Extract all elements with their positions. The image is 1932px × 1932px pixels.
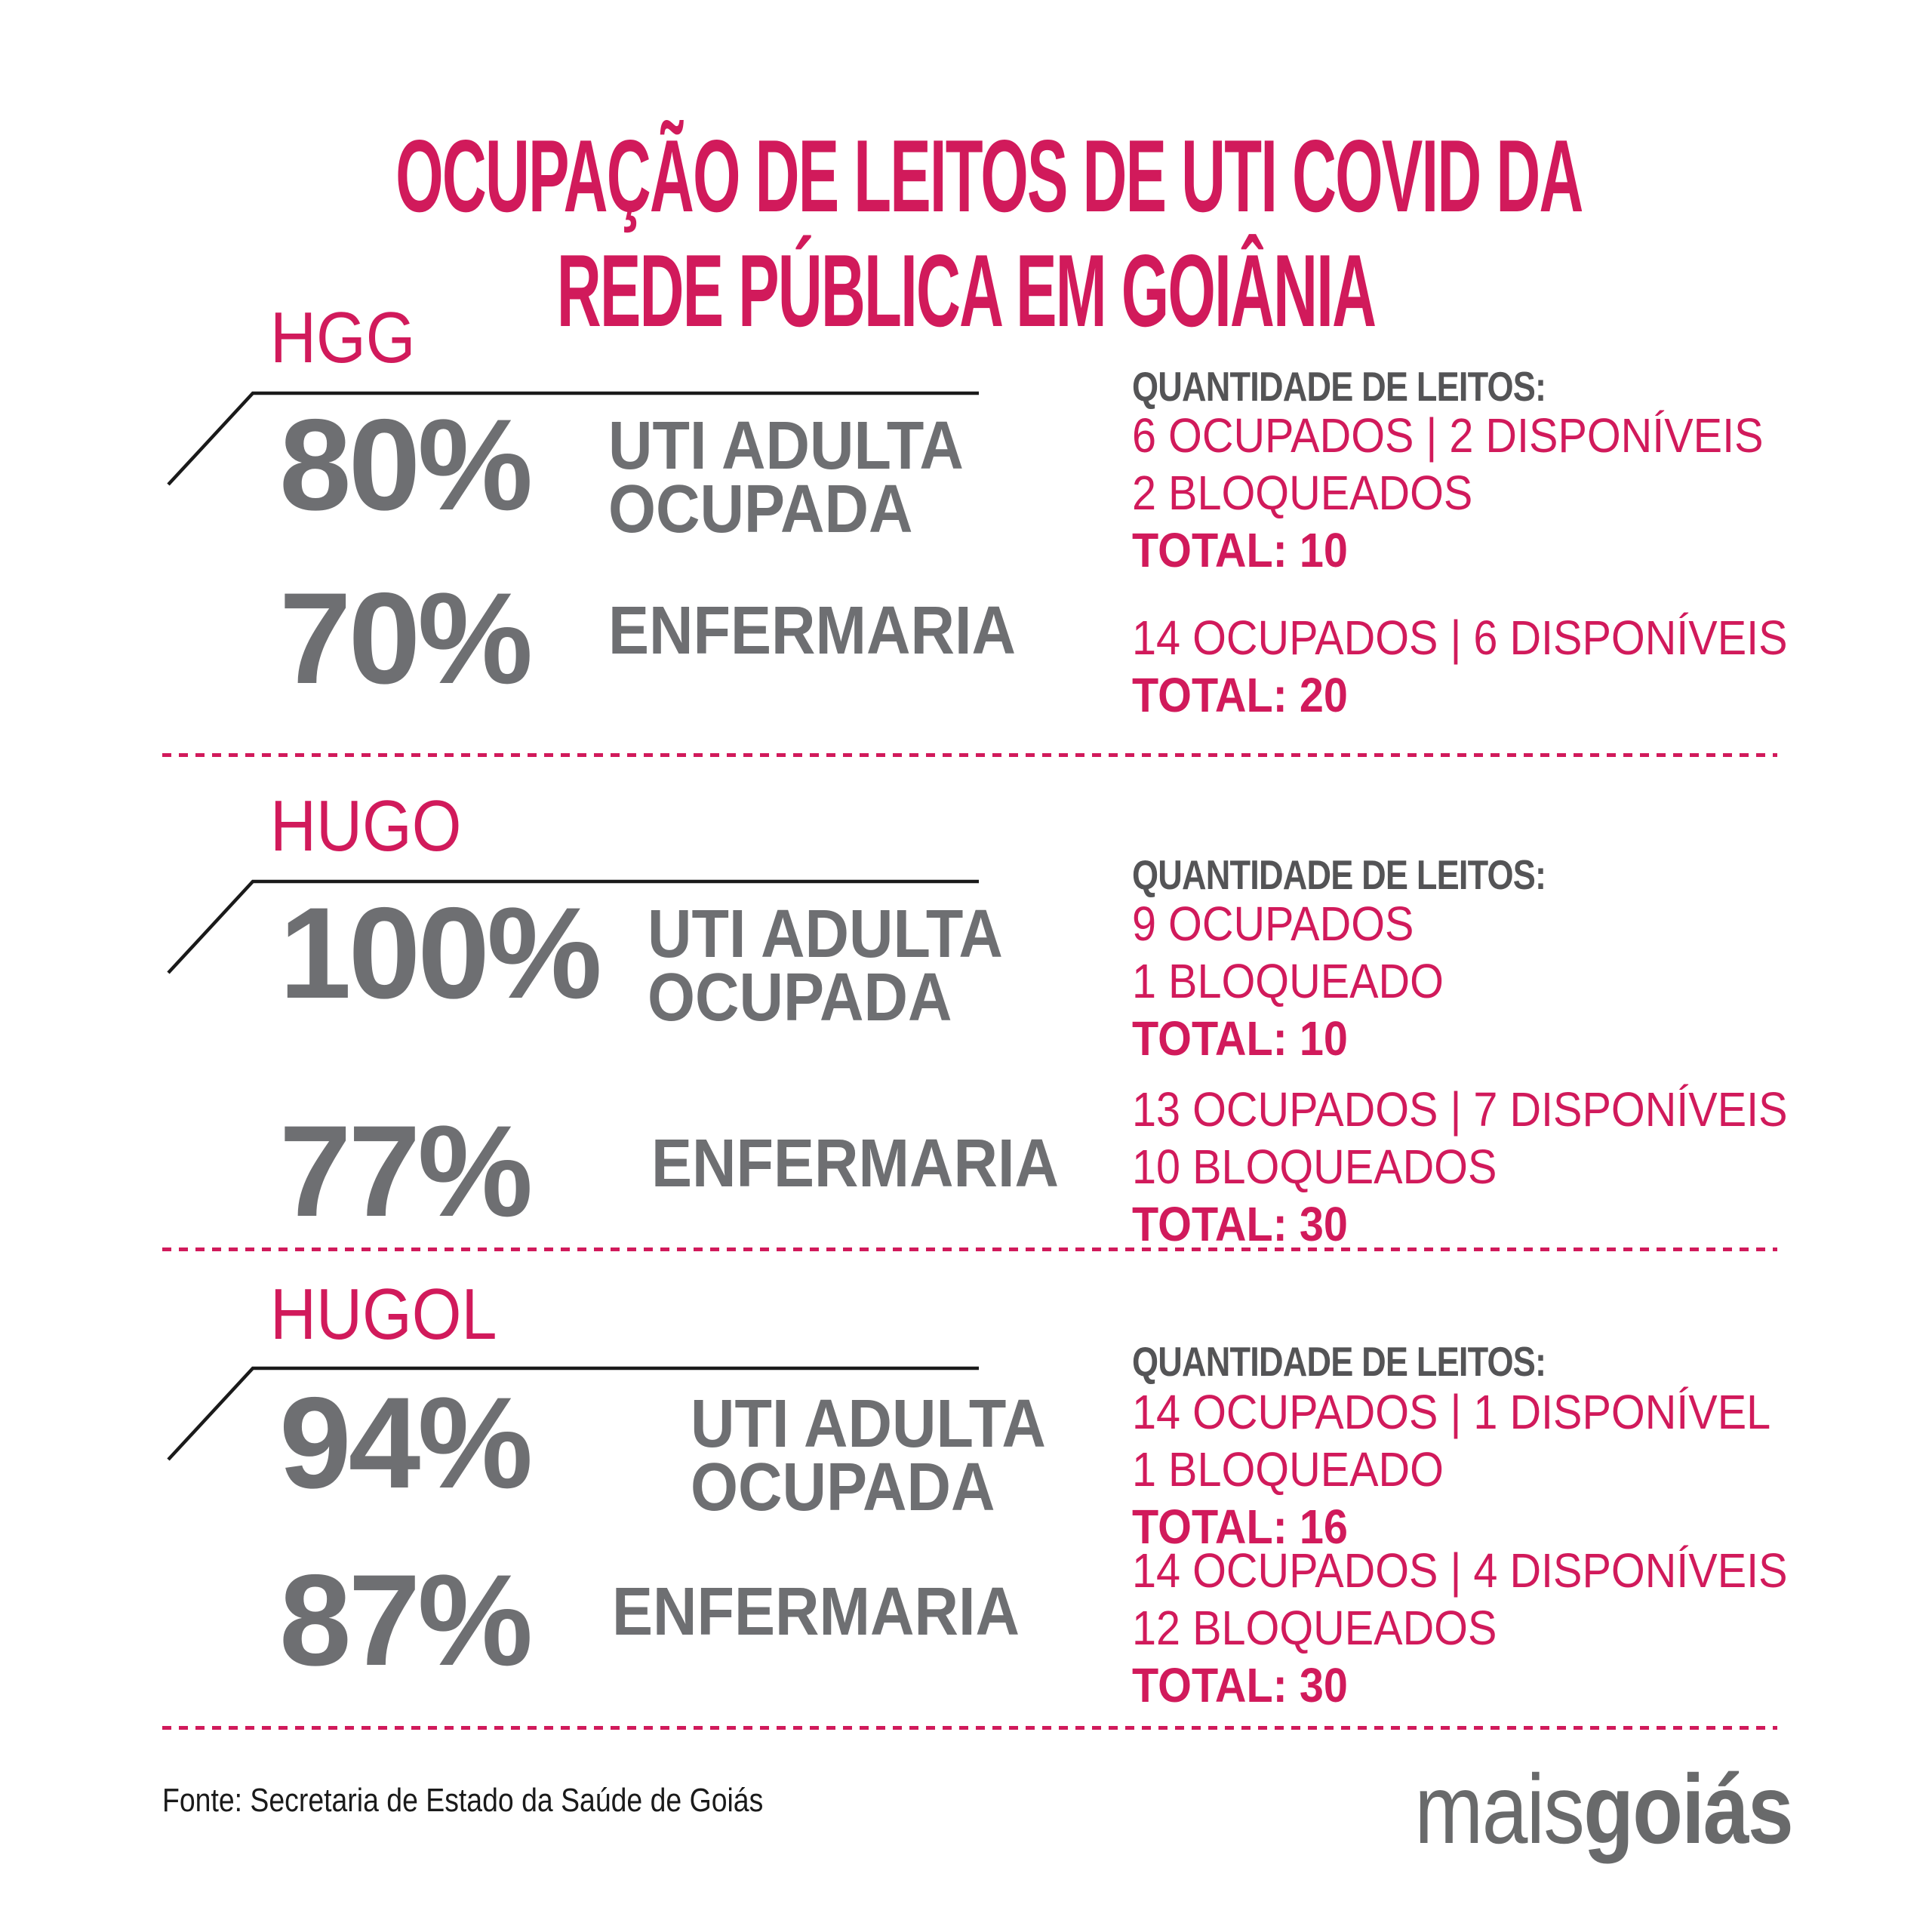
hugol-quantity-header: QUANTIDADE DE LEITOS: [1132,1338,1546,1385]
hugo-uti-label-line-1: UTI ADULTA [648,897,1003,972]
hugo-enfermaria-bed-details: 13 OCUPADOS | 7 DISPONÍVEIS 10 BLOQUEADO… [1132,1081,1788,1253]
hugol-uti-label: UTI ADULTA OCUPADA [691,1386,1046,1525]
hgg-bracket-line [167,391,979,486]
hgg-enfermaria-label: ENFERMARIA [608,593,1016,669]
divider-dotted-2 [162,1247,1777,1251]
divider-dotted-1 [162,753,1777,757]
hgg-enfermaria-percent: 70% [279,566,533,711]
divider-dotted-3 [162,1726,1777,1730]
hgg-enfermaria-bed-details: 14 OCUPADOS | 6 DISPONÍVEIS TOTAL: 20 [1132,609,1788,724]
hospital-name-hugo: HUGO [270,786,462,866]
hgg-uti-percent: 80% [279,392,533,537]
hgg-uti-detail-line-1: 6 OCUPADOS | 2 DISPONÍVEIS [1132,408,1764,463]
hugol-enfermaria-total: TOTAL: 30 [1132,1658,1348,1712]
bracket-stroke [167,1366,979,1461]
hugo-uti-percent: 100% [279,881,602,1026]
hgg-uti-detail-line-2: 2 BLOQUEADOS [1132,466,1473,520]
hugol-uti-label-line-1: UTI ADULTA [691,1386,1046,1462]
hugol-uti-bed-details: 14 OCUPADOS | 1 DISPONÍVEL 1 BLOQUEADO T… [1132,1383,1770,1555]
hgg-uti-label-line-1: UTI ADULTA [608,408,964,484]
hugo-enfermaria-label: ENFERMARIA [651,1126,1059,1201]
hugol-enfermaria-detail-line-1: 14 OCUPADOS | 4 DISPONÍVEIS [1132,1543,1788,1598]
hugo-uti-label-line-2: OCUPADA [648,960,952,1035]
hugo-uti-bed-details: 9 OCUPADOS 1 BLOQUEADO TOTAL: 10 [1132,895,1444,1067]
hugo-enfermaria-total: TOTAL: 30 [1132,1197,1348,1251]
hugo-uti-detail-line-1: 9 OCUPADOS [1132,897,1414,951]
source-text: Fonte: Secretaria de Estado da Saúde de … [162,1782,764,1819]
hgg-quantity-header: QUANTIDADE DE LEITOS: [1132,363,1546,410]
hugo-quantity-header: QUANTIDADE DE LEITOS: [1132,851,1546,898]
title-line-2: REDE PÚBLICA EM GOIÂNIA [556,233,1377,348]
hugo-bracket-line [167,879,979,974]
hugol-uti-total: TOTAL: 16 [1132,1500,1348,1554]
hugo-uti-detail-line-2: 1 BLOQUEADO [1132,954,1444,1008]
bracket-stroke [167,879,979,974]
hospital-name-hgg: HGG [270,297,416,378]
hgg-uti-label-line-2: OCUPADA [608,472,913,547]
title-line-1: OCUPAÇÃO DE LEITOS DE UTI COVID DA [395,118,1583,233]
hugo-enfermaria-detail-line-1: 13 OCUPADOS | 7 DISPONÍVEIS [1132,1082,1788,1137]
hugo-uti-label: UTI ADULTA OCUPADA [648,897,1003,1035]
hugol-uti-detail-line-2: 1 BLOQUEADO [1132,1442,1444,1497]
hugol-uti-detail-line-1: 14 OCUPADOS | 1 DISPONÍVEL [1132,1385,1771,1439]
hgg-enfermaria-detail-line-1: 14 OCUPADOS | 6 DISPONÍVEIS [1132,611,1788,665]
hugo-enfermaria-detail-line-2: 10 BLOQUEADOS [1132,1140,1497,1194]
hospital-name-hugol: HUGOL [270,1274,497,1355]
logo-part-goias: goiás [1583,1754,1793,1864]
hugol-enfermaria-bed-details: 14 OCUPADOS | 4 DISPONÍVEIS 12 BLOQUEADO… [1132,1542,1788,1714]
page-title: OCUPAÇÃO DE LEITOS DE UTI COVID DA REDE … [0,118,1932,348]
logo-part-mais: mais [1414,1754,1585,1864]
hugol-uti-label-line-2: OCUPADA [691,1450,995,1525]
hugol-uti-percent: 94% [279,1371,533,1515]
hugol-enfermaria-detail-line-2: 12 BLOQUEADOS [1132,1601,1497,1655]
maisgoias-logo: maisgoiás [1414,1760,1793,1858]
hugol-enfermaria-percent: 87% [279,1548,533,1693]
hugol-bracket-line [167,1366,979,1461]
hugo-uti-total: TOTAL: 10 [1132,1011,1348,1066]
hgg-uti-label: UTI ADULTA OCUPADA [608,408,964,547]
hugol-enfermaria-label: ENFERMARIA [612,1574,1020,1650]
hugo-enfermaria-percent: 77% [279,1099,533,1244]
hgg-enfermaria-total: TOTAL: 20 [1132,668,1348,722]
hgg-uti-bed-details: 6 OCUPADOS | 2 DISPONÍVEIS 2 BLOQUEADOS … [1132,407,1764,579]
hgg-uti-total: TOTAL: 10 [1132,523,1348,577]
bracket-stroke [167,391,979,486]
